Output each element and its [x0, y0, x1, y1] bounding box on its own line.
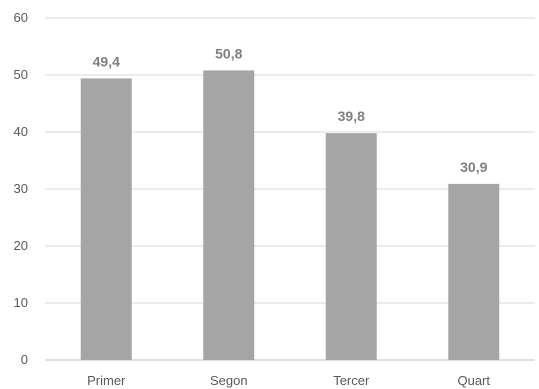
category-label: Segon — [210, 373, 248, 388]
category-label: Tercer — [333, 373, 370, 388]
y-tick-label: 20 — [14, 238, 28, 253]
y-tick-label: 30 — [14, 181, 28, 196]
bar-tercer — [325, 133, 377, 360]
y-tick-label: 0 — [21, 352, 28, 367]
data-label: 39,8 — [338, 108, 365, 124]
bar-primer — [80, 78, 132, 361]
y-tick-label: 50 — [14, 67, 28, 82]
x-axis-categories: Primer Segon Tercer Quart — [87, 373, 490, 388]
y-tick-label: 10 — [14, 295, 28, 310]
category-label: Quart — [457, 373, 490, 388]
data-label: 30,9 — [460, 159, 487, 175]
category-label: Primer — [87, 373, 126, 388]
bars — [80, 70, 500, 361]
data-label: 50,8 — [215, 45, 242, 61]
data-label: 49,4 — [93, 53, 120, 69]
y-tick-label: 40 — [14, 124, 28, 139]
data-labels: 49,4 50,8 39,8 30,9 — [93, 45, 488, 174]
y-tick-label: 60 — [14, 10, 28, 25]
y-axis-ticks: 0 10 20 30 40 50 60 — [14, 10, 28, 367]
bar-segon — [203, 70, 255, 360]
bar-quart — [448, 183, 500, 360]
